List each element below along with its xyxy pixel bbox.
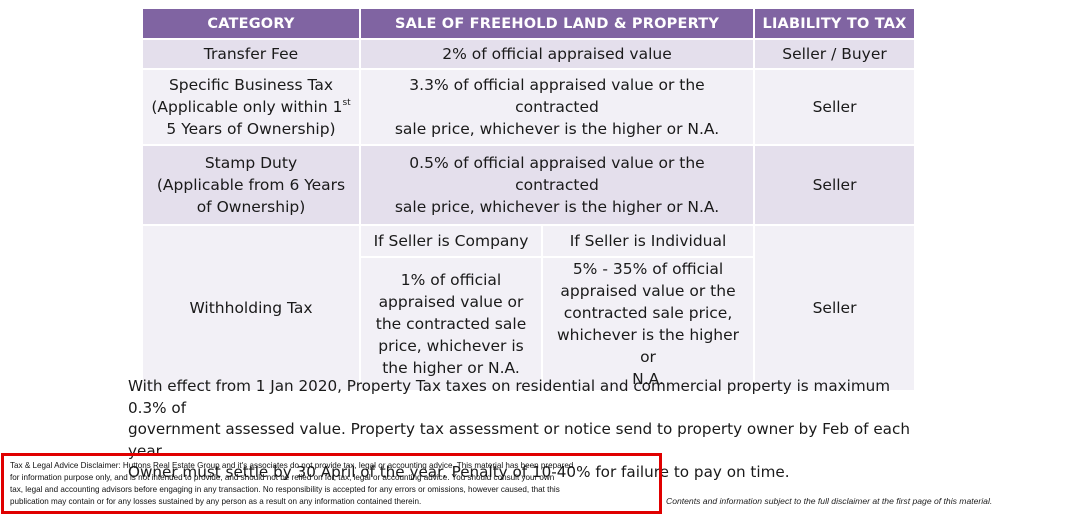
sbt-category-line3: 5 Years of Ownership) bbox=[166, 120, 336, 138]
sbt-category-line2: (Applicable only within 1 bbox=[151, 98, 343, 116]
withholding-individual-header: If Seller is Individual bbox=[540, 224, 756, 258]
header-liability: LIABILITY TO TAX bbox=[753, 7, 917, 40]
stamp-sale-line1: 0.5% of official appraised value or the … bbox=[409, 154, 705, 194]
transfer-fee-sale: 2% of official appraised value bbox=[358, 38, 756, 70]
sbt-sale-line1: 3.3% of official appraised value or the … bbox=[409, 76, 705, 116]
stamp-category: Stamp Duty (Applicable from 6 Years of O… bbox=[141, 144, 361, 226]
disclaimer-line: publication may contain or for any losse… bbox=[10, 497, 422, 506]
withholding-category: Withholding Tax bbox=[141, 224, 361, 392]
sbt-category-sup: st bbox=[342, 97, 351, 108]
withholding-company-line: appraised value or bbox=[378, 293, 524, 311]
stamp-liability: Seller bbox=[753, 144, 917, 226]
row-transfer-fee: Transfer Fee 2% of official appraised va… bbox=[141, 38, 917, 70]
row-specific-business-tax: Specific Business Tax (Applicable only w… bbox=[141, 68, 917, 146]
sbt-category: Specific Business Tax (Applicable only w… bbox=[141, 68, 361, 146]
note-line: Owner must settle by 30 April of the yea… bbox=[128, 463, 790, 481]
sbt-category-line1: Specific Business Tax bbox=[168, 76, 334, 94]
transfer-fee-category: Transfer Fee bbox=[141, 38, 361, 70]
transfer-fee-liability: Seller / Buyer bbox=[753, 38, 917, 70]
property-tax-note: With effect from 1 Jan 2020, Property Ta… bbox=[128, 376, 928, 484]
stamp-category-line2: (Applicable from 6 Years bbox=[156, 176, 346, 194]
sbt-sale: 3.3% of official appraised value or the … bbox=[358, 68, 756, 146]
sbt-liability: Seller bbox=[753, 68, 917, 146]
header-category: CATEGORY bbox=[141, 7, 361, 40]
row-withholding-values: 1% of official appraised value or the co… bbox=[142, 256, 915, 392]
disclaimer-line: for information purpose only, and is not… bbox=[10, 473, 555, 482]
withholding-individual-line: whichever is the higher or bbox=[556, 326, 740, 366]
withholding-liability: Seller bbox=[753, 224, 917, 392]
stamp-category-line3: of Ownership) bbox=[196, 198, 306, 216]
disclaimer-line: Tax & Legal Advice Disclaimer: Huttons R… bbox=[10, 461, 574, 470]
stamp-sale-line2: sale price, whichever is the higher or N… bbox=[394, 198, 720, 216]
withholding-company-line: price, whichever is bbox=[378, 337, 524, 355]
header-row: CATEGORY SALE OF FREEHOLD LAND & PROPERT… bbox=[141, 7, 917, 40]
withholding-company-line: 1% of official bbox=[400, 271, 502, 289]
note-line: With effect from 1 Jan 2020, Property Ta… bbox=[128, 377, 891, 417]
withholding-company-value: 1% of official appraised value or the co… bbox=[359, 256, 543, 392]
withholding-individual-value: 5% - 35% of official appraised value or … bbox=[540, 256, 756, 392]
header-sale: SALE OF FREEHOLD LAND & PROPERTY bbox=[358, 7, 756, 40]
tax-table: CATEGORY SALE OF FREEHOLD LAND & PROPERT… bbox=[141, 7, 917, 392]
withholding-individual-line: appraised value or the bbox=[560, 282, 736, 300]
row-stamp-duty: Stamp Duty (Applicable from 6 Years of O… bbox=[141, 144, 917, 226]
withholding-company-header: If Seller is Company bbox=[359, 224, 543, 258]
withholding-individual-line: N.A. bbox=[632, 370, 664, 388]
footer-disclaimer-note: Contents and information subject to the … bbox=[666, 496, 993, 506]
withholding-individual-line: contracted sale price, bbox=[563, 304, 733, 322]
sbt-sale-line2: sale price, whichever is the higher or N… bbox=[394, 120, 720, 138]
stamp-sale: 0.5% of official appraised value or the … bbox=[358, 144, 756, 226]
row-withholding-sub-header: Withholding Tax If Seller is Company If … bbox=[141, 224, 917, 392]
disclaimer-line: tax, legal and accounting advisors befor… bbox=[10, 485, 560, 494]
withholding-company-line: the higher or N.A. bbox=[382, 359, 520, 377]
stamp-category-line1: Stamp Duty bbox=[204, 154, 298, 172]
legal-disclaimer-box: Tax & Legal Advice Disclaimer: Huttons R… bbox=[1, 453, 662, 514]
withholding-company-line: the contracted sale bbox=[375, 315, 527, 333]
withholding-individual-line: 5% - 35% of official bbox=[572, 260, 724, 278]
